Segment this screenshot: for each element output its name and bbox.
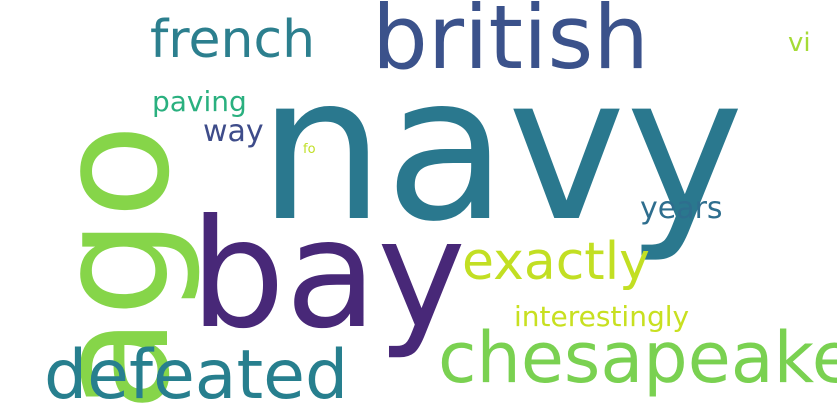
word-british: british xyxy=(372,0,650,89)
word-exactly: exactly xyxy=(462,232,650,292)
word-navy: navy xyxy=(258,33,745,266)
word-defeated: defeated xyxy=(44,336,349,415)
word-chesapeake: chesapeake xyxy=(438,317,837,399)
word-fo: fo xyxy=(303,142,316,157)
word-years: years xyxy=(640,191,723,226)
word-french: french xyxy=(150,10,316,70)
word-paving: paving xyxy=(152,85,247,118)
word-way: way xyxy=(203,114,264,149)
word-bay: bay xyxy=(190,188,466,362)
word-vi: vi xyxy=(788,28,811,58)
word-interestingly: interestingly xyxy=(514,300,690,333)
